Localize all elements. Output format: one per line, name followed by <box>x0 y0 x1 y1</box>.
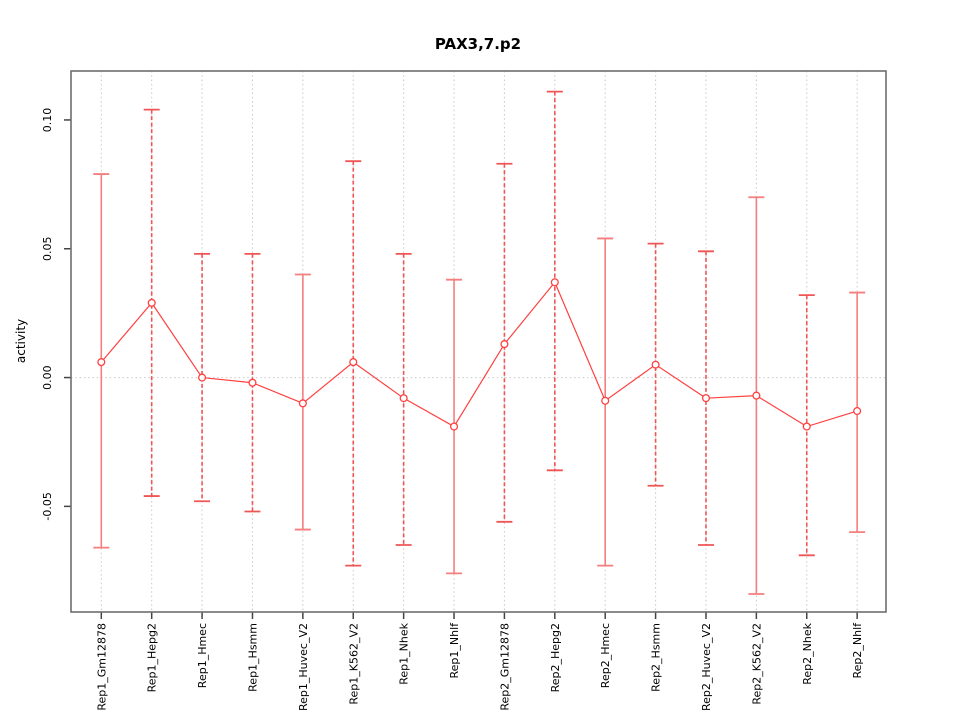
x-tick-label: Rep1_Hepg2 <box>146 623 159 692</box>
x-tick-label: Rep2_Nhek <box>801 622 814 684</box>
y-tick-label: 0.10 <box>41 108 54 133</box>
y-tick-label: 0.05 <box>41 237 54 262</box>
x-tick-label: Rep1_Nhlf <box>448 622 461 679</box>
mean-point <box>349 358 358 367</box>
chart-title: PAX3,7.p2 <box>435 35 521 53</box>
mean-point <box>449 422 459 431</box>
x-tick-label: Rep2_Hmec <box>599 623 612 688</box>
mean-point <box>298 399 307 408</box>
axes: 0.10 0.05 0.00 -0.05 Rep1_Gm12878 Rep1_Hepg2 R… <box>41 108 864 711</box>
mean-polyline <box>100 281 858 428</box>
x-tick-label: Rep2_Gm12878 <box>498 623 511 711</box>
mean-point <box>802 422 811 431</box>
mean-point <box>752 391 761 400</box>
x-tick-label: Rep2_Hsmm <box>650 623 663 692</box>
x-tick-label: Rep2_Huvec_V2 <box>700 623 713 711</box>
x-tick-label: Rep2_Nhlf <box>851 622 864 679</box>
mean-point <box>701 394 711 403</box>
x-tick-label: Rep2_Hepg2 <box>549 623 562 692</box>
x-tick-label: Rep2_K562_V2 <box>750 623 763 705</box>
mean-point <box>198 373 207 382</box>
y-axis-label: activity <box>14 319 28 363</box>
mean-point <box>97 358 106 367</box>
mean-point <box>550 278 559 287</box>
x-tick-label: Rep1_K562_V2 <box>347 623 360 705</box>
mean-point <box>500 340 509 349</box>
mean-line <box>100 281 858 428</box>
mean-point <box>601 396 610 405</box>
plot-border <box>70 70 887 613</box>
mean-point <box>651 360 660 369</box>
mean-point <box>248 378 257 387</box>
y-tick-label: -0.05 <box>41 492 54 520</box>
gridlines <box>71 71 886 612</box>
mean-point <box>853 407 862 416</box>
x-tick-label: Rep1_Huvec_V2 <box>297 623 310 711</box>
x-tick-label: Rep1_Nhek <box>398 622 411 684</box>
data-points <box>97 278 862 431</box>
x-tick-label: Rep1_Gm12878 <box>95 623 108 711</box>
x-tick-label: Rep1_Hmec <box>196 623 209 688</box>
mean-point <box>147 298 156 307</box>
y-tick-label: 0.00 <box>41 365 54 390</box>
error-bars <box>93 90 866 595</box>
x-tick-label: Rep1_Hsmm <box>246 623 259 692</box>
mean-point <box>399 394 408 403</box>
